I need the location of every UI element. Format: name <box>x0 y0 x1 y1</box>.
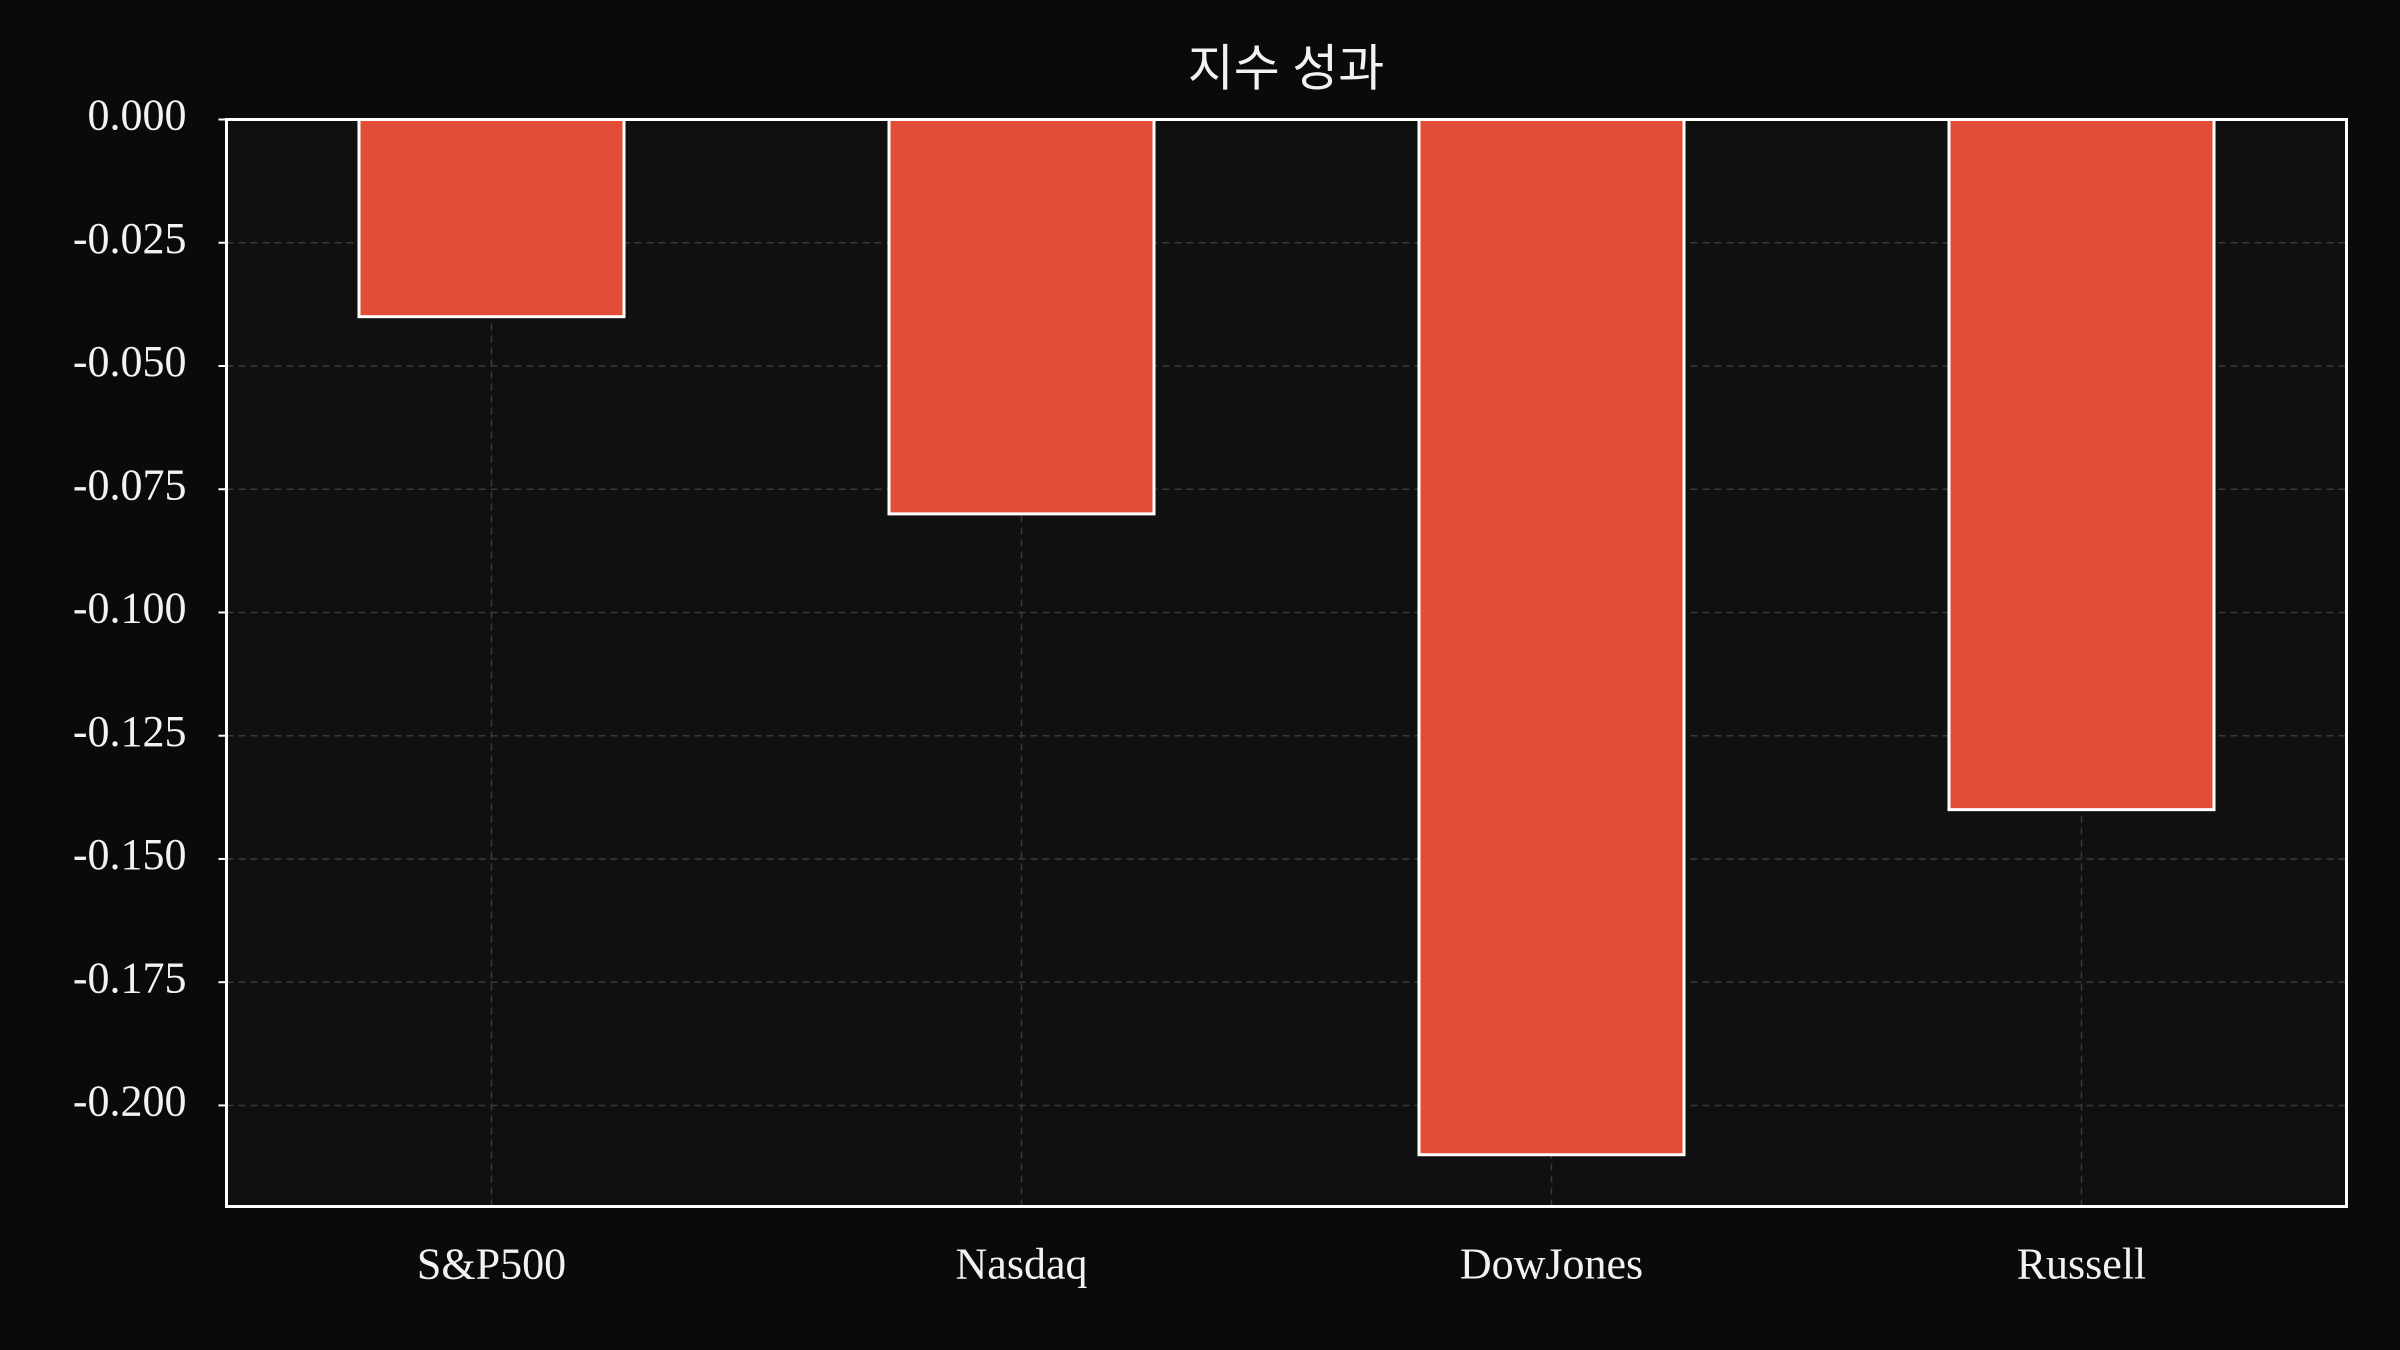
y-tick-label: -0.125 <box>73 707 187 756</box>
bar <box>887 118 1156 516</box>
y-tick-label: -0.050 <box>73 337 187 386</box>
chart-title: 지수 성과 <box>1188 40 1385 96</box>
y-tick-label: -0.025 <box>73 214 187 263</box>
y-tick-label: -0.200 <box>73 1077 187 1126</box>
bar <box>1947 118 2216 812</box>
x-tick-label: DowJones <box>1460 1240 1643 1289</box>
x-tick-label: Russell <box>2017 1240 2147 1289</box>
y-tick-label: -0.175 <box>73 953 187 1002</box>
plot-frame <box>225 118 2348 1208</box>
y-tick-label: -0.150 <box>73 830 187 879</box>
y-tick-label: -0.100 <box>73 584 187 633</box>
y-tick-label: -0.075 <box>73 460 187 509</box>
bar <box>357 118 626 319</box>
x-tick-label: S&P500 <box>417 1240 566 1289</box>
bar <box>1417 118 1686 1157</box>
y-tick-label: 0.000 <box>88 91 187 140</box>
x-tick-label: Nasdaq <box>956 1240 1088 1289</box>
